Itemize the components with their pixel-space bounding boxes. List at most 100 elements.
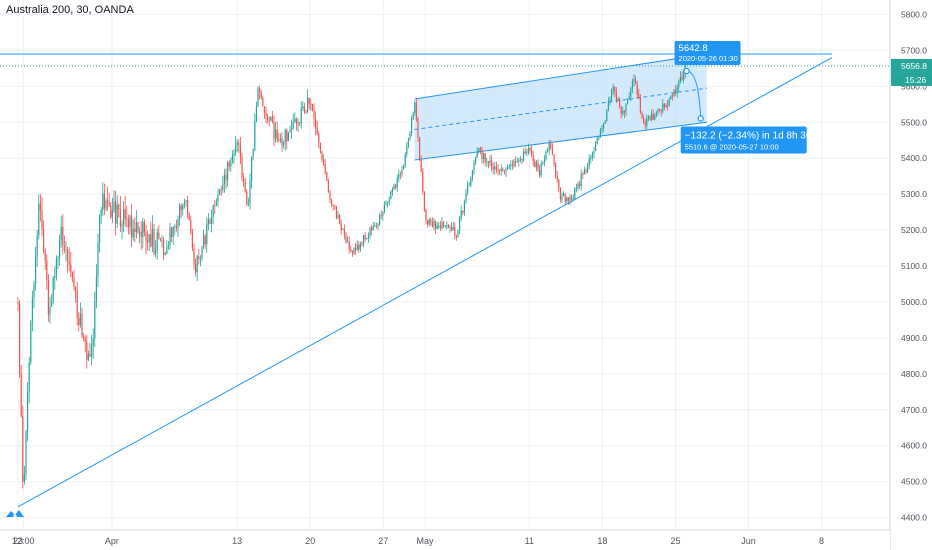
candle-up xyxy=(377,224,379,226)
candle-up xyxy=(252,149,254,157)
candle-up xyxy=(468,184,470,186)
price-tick-label: 4600.0 xyxy=(901,441,927,451)
candle-up xyxy=(526,152,528,154)
candle-down xyxy=(499,169,501,172)
candle-down xyxy=(511,164,513,166)
candle-down xyxy=(310,103,312,105)
candle-up xyxy=(51,301,53,307)
candle-up xyxy=(91,345,93,357)
candle-down xyxy=(276,129,278,141)
candle-up xyxy=(500,168,502,172)
candle-up xyxy=(628,96,630,99)
tradingview-logo-icon[interactable] xyxy=(5,507,25,521)
candle-up xyxy=(52,277,54,302)
candle-up xyxy=(590,157,592,159)
candle-up xyxy=(183,202,185,205)
candle-down xyxy=(492,167,494,170)
candle-up xyxy=(654,115,656,120)
candle-down xyxy=(46,260,48,280)
candle-down xyxy=(241,157,243,179)
candle-down xyxy=(495,166,497,170)
candle-up xyxy=(283,142,285,146)
candle-up xyxy=(182,204,184,210)
candle-down xyxy=(246,191,248,205)
candle-down xyxy=(86,342,88,360)
candle-down xyxy=(267,116,269,121)
price-tick-label: 5700.0 xyxy=(901,45,927,55)
candle-down xyxy=(675,90,677,94)
candle-down xyxy=(335,206,337,218)
candle-up xyxy=(407,138,409,147)
candle-up xyxy=(60,226,62,241)
candle-down xyxy=(286,130,288,142)
time-tick-label: 18 xyxy=(597,536,607,546)
candle-down xyxy=(635,79,637,85)
candle-up xyxy=(374,225,376,227)
price-tick-label: 4700.0 xyxy=(901,405,927,415)
candle-up xyxy=(217,194,219,202)
candle-down xyxy=(238,142,240,146)
candle-up xyxy=(207,219,209,225)
candle-up xyxy=(30,321,32,363)
candle-up xyxy=(519,159,521,160)
candle-up xyxy=(633,79,635,82)
countdown-label: 15:26 xyxy=(905,75,927,85)
candle-down xyxy=(340,223,342,230)
candle-up xyxy=(391,189,393,192)
candle-up xyxy=(385,203,387,206)
candle-down xyxy=(193,248,195,264)
candle-up xyxy=(65,249,67,251)
candle-up xyxy=(251,156,253,182)
candle-down xyxy=(479,148,481,151)
candle-up xyxy=(518,159,520,162)
price-tick-label: 5200.0 xyxy=(901,225,927,235)
candle-down xyxy=(619,98,621,107)
candle-up xyxy=(185,200,187,203)
candle-up xyxy=(369,227,371,236)
channel-mid-line xyxy=(414,87,707,130)
candle-down xyxy=(278,140,280,142)
candle-up xyxy=(625,103,627,113)
candle-down xyxy=(447,224,449,228)
candle-down xyxy=(308,97,310,104)
candle-up xyxy=(100,209,102,215)
candle-down xyxy=(553,154,555,164)
candle-down xyxy=(420,160,422,172)
price-axis-bg xyxy=(890,0,932,550)
candle-up xyxy=(630,88,632,97)
candle-down xyxy=(303,106,305,112)
candle-down xyxy=(534,161,536,167)
candle-up xyxy=(662,103,664,112)
time-tick-label: 11 xyxy=(525,536,534,546)
candle-down xyxy=(556,175,558,180)
projection-start-time: 2020-05-26 01:30 xyxy=(679,54,738,63)
candle-down xyxy=(454,227,456,237)
candle-down xyxy=(263,106,265,113)
candle-up xyxy=(279,138,281,141)
candle-up xyxy=(79,314,81,326)
candle-up xyxy=(401,169,403,175)
candle-up xyxy=(548,142,550,151)
candle-up xyxy=(35,256,37,285)
candle-down xyxy=(78,317,80,326)
candle-up xyxy=(599,129,601,138)
time-tick-label: 25 xyxy=(670,536,680,546)
candle-up xyxy=(148,234,150,243)
candle-down xyxy=(431,221,433,227)
candle-up xyxy=(111,210,113,218)
candle-down xyxy=(127,219,129,228)
candle-up xyxy=(167,244,169,248)
candle-up xyxy=(561,195,563,200)
candle-up xyxy=(603,123,605,129)
candle-up xyxy=(465,192,467,202)
candle-down xyxy=(639,97,641,114)
candles xyxy=(17,60,686,489)
candle-up xyxy=(236,142,238,145)
price-tick-label: 5500.0 xyxy=(901,117,927,127)
candle-down xyxy=(39,203,41,211)
candle-down xyxy=(140,231,142,237)
candle-down xyxy=(143,221,145,233)
